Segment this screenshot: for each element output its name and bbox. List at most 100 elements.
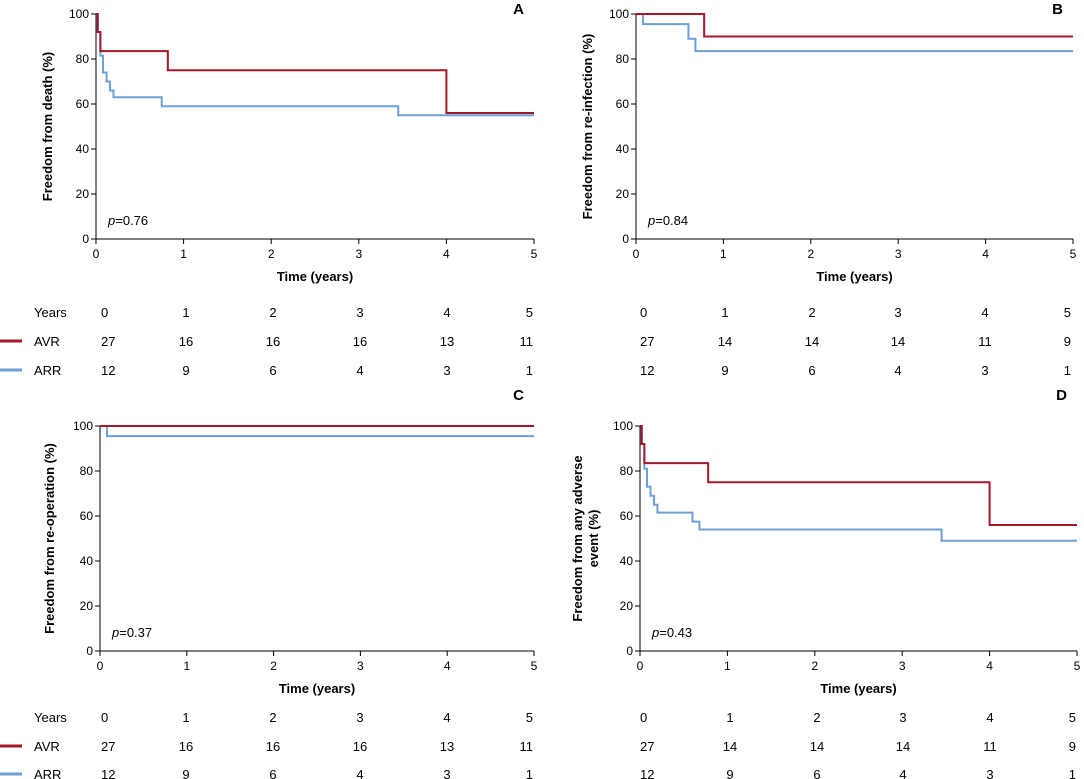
x-tick-label: 3 <box>899 659 906 673</box>
x-tick-label: 5 <box>531 247 538 261</box>
risk-cell-avr: 16 <box>353 739 367 754</box>
risk-cell-arr: 4 <box>356 363 363 378</box>
p-symbol: p <box>107 213 115 228</box>
panel-letter: D <box>1056 387 1067 404</box>
risk-cell-arr: 3 <box>981 363 988 378</box>
y-axis-title-line: Freedom from any adverse <box>570 455 585 621</box>
x-tick-label: 4 <box>444 659 451 673</box>
risk-cell-arr: 3 <box>443 767 450 779</box>
y-axis-title: Freedom from any adverseevent (%) <box>570 455 601 621</box>
x-tick-label: 5 <box>1070 247 1077 261</box>
y-tick-label: 80 <box>620 464 634 478</box>
x-tick-label: 1 <box>180 247 187 261</box>
risk-cell-years: 4 <box>443 710 450 725</box>
risk-cell-avr: 14 <box>723 739 737 754</box>
panel-c: 0 20 40 60 80 100 0 1 2 3 4 5 Time (years) Freedom fr… <box>42 387 538 696</box>
y-tick-label: 0 <box>86 644 93 658</box>
risk-cell-years: 2 <box>813 710 820 725</box>
risk-table-d: 0 1 2 3 4 527 14 14 14 11 912 9 6 4 3 1 <box>640 710 1076 779</box>
risk-cell-years: 4 <box>981 305 988 320</box>
y-tick-label: 0 <box>622 232 629 246</box>
risk-cell-years: 2 <box>269 305 276 320</box>
p-symbol: p <box>111 625 119 640</box>
km-curve-arr <box>96 13 534 117</box>
x-tick-label: 1 <box>724 659 731 673</box>
risk-table-b: 0 1 2 3 4 527 14 14 14 11 912 9 6 4 3 1 <box>640 305 1071 378</box>
y-tick-label: 80 <box>76 52 90 66</box>
risk-cell-years: 1 <box>182 710 189 725</box>
legend-label-avr: AVR <box>34 739 60 754</box>
y-axis-title-line: Freedom from re-infection (%) <box>580 34 595 220</box>
x-axis-title: Time (years) <box>816 269 892 284</box>
y-tick-label: 40 <box>80 554 94 568</box>
risk-cell-years: 2 <box>808 305 815 320</box>
x-tick-label: 5 <box>531 659 538 673</box>
risk-cell-avr: 11 <box>983 739 997 754</box>
risk-cell-avr: 27 <box>101 334 115 349</box>
y-tick-label: 60 <box>80 509 94 523</box>
risk-cell-years: 0 <box>101 710 108 725</box>
p-value-label: p=0.43 <box>651 625 692 640</box>
y-tick-label: 100 <box>69 7 89 21</box>
panel-letter: B <box>1052 1 1063 18</box>
risk-cell-avr: 9 <box>1064 334 1071 349</box>
risk-header-label: Years <box>34 305 67 320</box>
risk-cell-arr: 9 <box>726 767 733 779</box>
p-number: =0.37 <box>119 625 152 640</box>
risk-cell-years: 3 <box>356 710 363 725</box>
y-axis-title-line: Freedom from death (%) <box>40 52 55 202</box>
x-tick-label: 4 <box>986 659 993 673</box>
risk-cell-arr: 6 <box>813 767 820 779</box>
risk-cell-arr: 12 <box>101 363 115 378</box>
risk-cell-avr: 14 <box>896 739 910 754</box>
p-value-label: p=0.76 <box>107 213 148 228</box>
y-tick-label: 60 <box>616 97 630 111</box>
x-tick-label: 4 <box>982 247 989 261</box>
x-tick-label: 5 <box>1074 659 1081 673</box>
x-tick-label: 0 <box>637 659 644 673</box>
risk-cell-arr: 3 <box>443 363 450 378</box>
risk-cell-years: 4 <box>443 305 450 320</box>
y-axis-title: Freedom from death (%) <box>40 52 55 202</box>
risk-cell-arr: 1 <box>1064 363 1071 378</box>
x-tick-label: 1 <box>720 247 727 261</box>
risk-cell-years: 0 <box>101 305 108 320</box>
x-tick-label: 3 <box>895 247 902 261</box>
y-axis-title-line: event (%) <box>586 510 601 568</box>
p-number: =0.43 <box>659 625 692 640</box>
panel-letter: C <box>513 387 524 404</box>
legend-label-avr: AVR <box>34 334 60 349</box>
x-tick-label: 0 <box>633 247 640 261</box>
risk-cell-avr: 16 <box>266 739 280 754</box>
p-number: =0.84 <box>655 213 688 228</box>
risk-cell-avr: 13 <box>440 739 454 754</box>
panel-b: 0 20 40 60 80 100 0 1 2 3 4 5 Time (years) Freedom fr… <box>580 1 1077 284</box>
risk-cell-years: 3 <box>356 305 363 320</box>
risk-header-label: Years <box>34 710 67 725</box>
panel-a: 0 20 40 60 80 100 0 1 2 3 4 5 Time (years) Freedom fr… <box>40 1 538 284</box>
risk-cell-years: 2 <box>269 710 276 725</box>
y-tick-label: 100 <box>609 7 629 21</box>
x-tick-label: 4 <box>443 247 450 261</box>
y-tick-label: 40 <box>620 554 634 568</box>
risk-cell-arr: 3 <box>986 767 993 779</box>
risk-cell-years: 0 <box>640 710 647 725</box>
risk-cell-avr: 13 <box>440 334 454 349</box>
y-tick-label: 80 <box>80 464 94 478</box>
risk-cell-arr: 12 <box>101 767 115 779</box>
risk-cell-arr: 9 <box>182 767 189 779</box>
x-tick-label: 1 <box>183 659 190 673</box>
x-tick-label: 3 <box>357 659 364 673</box>
risk-cell-arr: 12 <box>640 767 654 779</box>
y-tick-label: 20 <box>76 187 90 201</box>
p-symbol: p <box>651 625 659 640</box>
km-curve-arr <box>636 13 1073 53</box>
risk-cell-arr: 9 <box>182 363 189 378</box>
x-tick-label: 2 <box>811 659 818 673</box>
risk-cell-avr: 16 <box>179 334 193 349</box>
km-curve-avr <box>640 425 1077 526</box>
risk-cell-avr: 27 <box>101 739 115 754</box>
